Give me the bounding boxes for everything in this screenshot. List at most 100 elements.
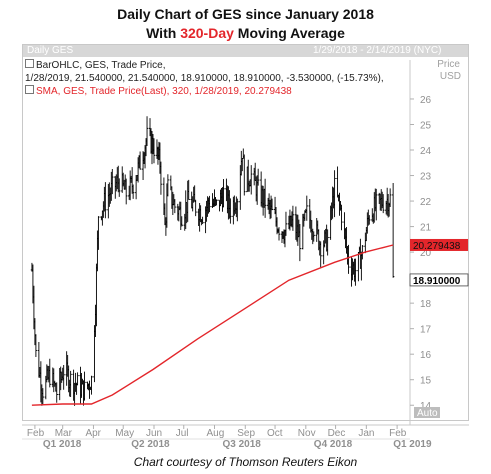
last-price-tag xyxy=(409,273,469,287)
chart-credit: Chart courtesy of Thomson Reuters Eikon xyxy=(133,455,358,469)
chart-subtitle: With 320-Day Moving Average xyxy=(0,25,491,41)
ohlc-bar xyxy=(250,165,253,195)
ohlc-bar xyxy=(236,198,239,222)
x-tick-label: Nov xyxy=(298,428,316,439)
x-tick-label: Jul xyxy=(176,428,189,439)
quarter-label: Q1 2018 xyxy=(43,439,82,450)
y-tick-label: 26 xyxy=(420,95,432,106)
ohlc-bar xyxy=(201,216,204,225)
ohlc-bar xyxy=(333,170,336,218)
quarter-label: Q3 2018 xyxy=(223,439,262,450)
ohlc-bar xyxy=(215,199,218,206)
ohlc-bar xyxy=(55,382,58,403)
ohlc-bar xyxy=(284,211,288,236)
ohlc-bar xyxy=(291,205,295,231)
ohlc-bar xyxy=(138,151,142,170)
legend-ohlc-text: BarOHLC, GES, Trade Price, xyxy=(36,60,166,71)
ohlc-bar xyxy=(357,251,360,282)
subtitle-prefix: With xyxy=(146,25,181,41)
chart-title: Daily Chart of GES since January 2018 xyxy=(117,6,374,22)
x-tick-label: Sep xyxy=(237,428,255,439)
ohlc-bar xyxy=(229,198,232,224)
x-tick-label: Mar xyxy=(55,428,73,439)
ohlc-bar xyxy=(305,195,308,221)
ohlc-bar xyxy=(388,188,392,208)
ohlc-bar xyxy=(361,244,364,260)
y-tick-label: 24 xyxy=(420,146,432,157)
ohlc-bar xyxy=(34,334,38,357)
ohlc-bar xyxy=(194,199,197,217)
ohlc-bar xyxy=(166,174,170,197)
y-tick-label: 17 xyxy=(420,325,432,336)
y-tick-label: 16 xyxy=(420,350,432,361)
ohlc-bar xyxy=(340,204,343,231)
ohlc-bar xyxy=(187,179,190,200)
subtitle-accent: 320-Day xyxy=(180,25,234,41)
y-tick-label: 18 xyxy=(420,299,432,310)
legend-ohlc-line1: BarOHLC, GES, Trade Price, xyxy=(25,59,166,72)
ohlc-bar xyxy=(375,188,378,221)
last-price-label: 18.910000 xyxy=(413,276,461,287)
chart-panel[interactable]: Daily GES 1/29/2018 - 2/14/2019 (NYC) Ba… xyxy=(22,44,469,421)
ohlc-bar xyxy=(125,178,128,205)
ohlc-bar xyxy=(69,370,72,398)
ohlc-bar xyxy=(277,227,281,241)
ohlc-bar xyxy=(173,198,177,214)
ohlc-bar xyxy=(131,184,135,199)
ohlc-bar xyxy=(145,116,149,146)
sma-line xyxy=(31,244,394,406)
quarter-label: Q4 2018 xyxy=(314,439,353,450)
ohlc-bar xyxy=(48,358,51,388)
ohlc-bar xyxy=(152,138,156,164)
ohlc-bar xyxy=(326,229,329,256)
ohlc-bar xyxy=(41,388,45,405)
ohlc-bar xyxy=(368,215,371,225)
sma-value-tag xyxy=(410,238,468,251)
ohlc-bar xyxy=(256,168,260,186)
legend-sma-text: SMA, GES, Trade Price(Last), 320, 1/28/2… xyxy=(36,86,292,97)
x-tick-label: Jan xyxy=(358,428,374,439)
x-tick-label: Feb xyxy=(389,428,407,439)
x-tick-label: May xyxy=(115,428,134,439)
x-tick-label: Oct xyxy=(267,428,283,439)
panel-symbol: Daily GES xyxy=(27,45,74,56)
ohlc-bar xyxy=(208,195,211,213)
panel-date-range: 1/29/2018 - 2/14/2019 (NYC) xyxy=(313,45,442,56)
ohlc-bar xyxy=(83,371,86,401)
legend-checkbox-ohlc[interactable] xyxy=(25,59,34,68)
subtitle-suffix: Moving Average xyxy=(233,25,345,41)
ohlc-bar xyxy=(180,216,183,227)
x-tick-label: Feb xyxy=(27,428,45,439)
ohlc-bar xyxy=(62,364,65,390)
y-tick-label: 20 xyxy=(420,248,432,259)
auto-scale-label[interactable]: Auto xyxy=(417,408,438,419)
y-tick-label: 21 xyxy=(420,223,432,234)
ohlc-bar xyxy=(312,231,315,242)
legend-checkbox-sma[interactable] xyxy=(25,85,34,94)
ohlc-bar xyxy=(298,223,302,262)
ohlc-bar xyxy=(111,168,114,195)
y-tick-label: 15 xyxy=(420,376,432,387)
legend-ohlc-line2: 1/28/2019, 21.540000, 21.540000, 18.9100… xyxy=(25,73,384,84)
ohlc-bar xyxy=(118,178,121,197)
ohlc-bar xyxy=(243,154,246,196)
ohlc-bar xyxy=(222,179,225,208)
ohlc-bar xyxy=(319,241,322,268)
ohlc-bar xyxy=(97,216,100,250)
y-tick-label: 25 xyxy=(420,120,432,131)
ohlc-bar xyxy=(159,161,163,195)
y-tick-label: 22 xyxy=(420,197,432,208)
ohlc-bar xyxy=(76,372,79,386)
quarter-label: Q1 2019 xyxy=(393,439,432,450)
x-tick-label: Apr xyxy=(85,428,101,439)
y-tick-label: 23 xyxy=(420,172,432,183)
y-tick-label: 14 xyxy=(420,401,432,412)
ohlc-bar xyxy=(90,375,93,395)
ohlc-bar xyxy=(263,178,267,218)
quarter-label: Q2 2018 xyxy=(131,439,170,450)
x-tick-label: Dec xyxy=(328,428,346,439)
auto-scale-button xyxy=(414,407,440,418)
x-tick-label: Jun xyxy=(146,428,162,439)
ohlc-bar xyxy=(347,244,350,274)
